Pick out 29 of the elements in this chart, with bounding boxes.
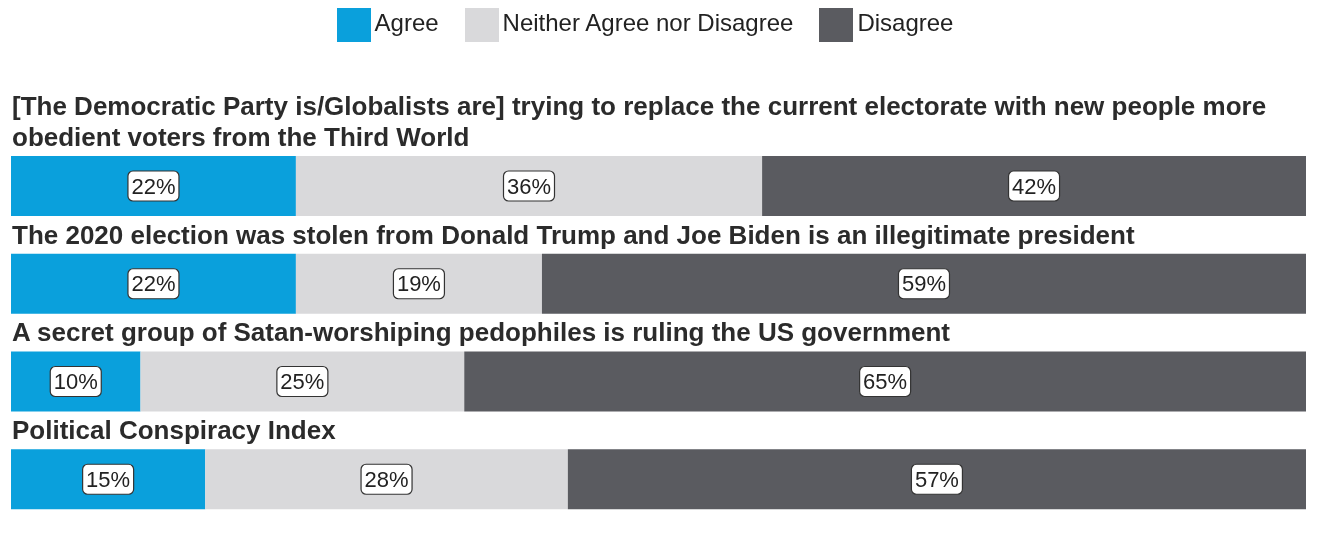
bar bbox=[762, 156, 1306, 216]
data-label: 65% bbox=[863, 369, 908, 394]
legend-label: Neither Agree nor Disagree bbox=[502, 9, 794, 37]
data-label: 59% bbox=[901, 271, 946, 297]
data-label: 28% bbox=[364, 466, 409, 492]
bar bbox=[541, 253, 1306, 314]
bar bbox=[464, 351, 1306, 412]
legend-label: Agree bbox=[374, 9, 439, 37]
data-label: 22% bbox=[131, 271, 176, 297]
legend-label: Disagree bbox=[857, 9, 954, 37]
data-label: 22% bbox=[131, 173, 176, 199]
data-label: 15% bbox=[86, 466, 131, 492]
bar bbox=[295, 156, 763, 216]
data-label: 10% bbox=[53, 369, 98, 394]
data-label: 19% bbox=[396, 271, 441, 297]
data-label: 36% bbox=[506, 173, 552, 199]
data-label: 57% bbox=[914, 466, 959, 492]
y-tick-label: [The Democratic Party is/Globalists are] trying to replace the current electorate with new people more obedient voters from the Third World bbox=[12, 90, 1267, 152]
bar bbox=[295, 253, 542, 314]
bar bbox=[567, 449, 1306, 510]
bar bbox=[205, 449, 568, 510]
y-tick-label: A secret group of Satan-worshiping pedophiles is ruling the US government bbox=[12, 317, 951, 348]
data-label: 25% bbox=[280, 369, 325, 394]
bar bbox=[11, 253, 296, 314]
y-tick-label: Political Conspiracy Index bbox=[12, 415, 337, 446]
bar bbox=[140, 351, 465, 412]
y-tick-label: The 2020 election was stolen from Donald Trump and Joe Biden is an illegitimate president bbox=[12, 219, 1135, 250]
data-label: 42% bbox=[1012, 173, 1057, 199]
bar bbox=[11, 156, 296, 216]
